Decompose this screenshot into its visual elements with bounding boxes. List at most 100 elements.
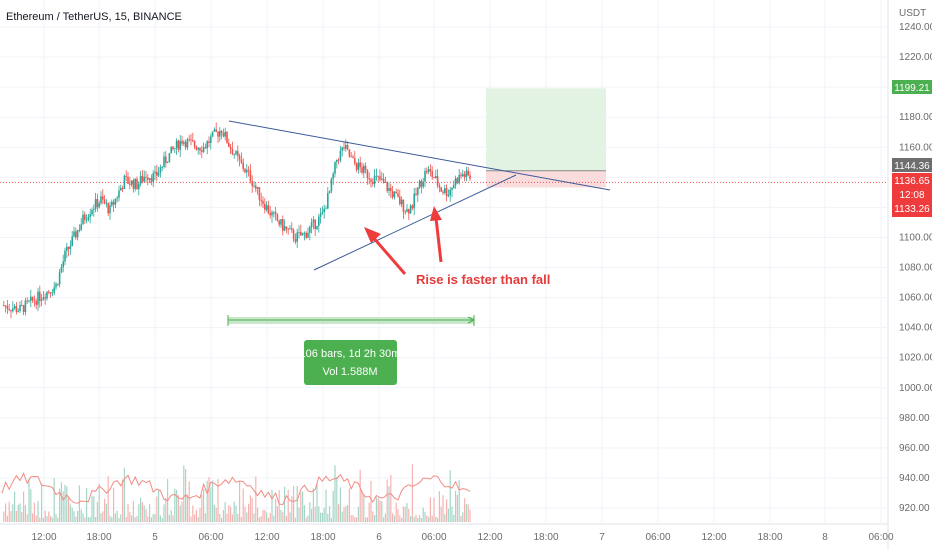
volume-bar <box>348 488 350 522</box>
candle-body <box>19 304 21 311</box>
volume-bar <box>42 517 44 522</box>
volume-bar <box>438 491 440 522</box>
volume-bar <box>226 513 228 522</box>
volume-bar <box>237 513 239 522</box>
candlestick-series <box>3 122 471 319</box>
candle-body <box>244 169 246 173</box>
candle-body <box>120 187 122 191</box>
volume-bar <box>105 503 107 522</box>
time-tick-label: 06:00 <box>421 532 446 543</box>
volume-bar <box>66 486 68 522</box>
volume-bar <box>46 516 48 522</box>
volume-bar <box>302 491 304 522</box>
volume-bar <box>242 488 244 522</box>
volume-bar <box>273 515 275 522</box>
candle-body <box>370 179 372 182</box>
candle-body <box>105 203 108 205</box>
volume-bar <box>109 515 111 522</box>
candle-body <box>296 232 298 242</box>
volume-bar <box>431 515 433 522</box>
volume-bar <box>350 515 352 522</box>
candle-body <box>361 167 363 173</box>
volume-bar <box>289 512 291 522</box>
volume-bar <box>347 505 349 522</box>
candle-body <box>285 226 288 229</box>
candle-body <box>325 208 327 210</box>
volume-bar <box>95 516 97 522</box>
candle-body <box>465 170 468 177</box>
candle-body <box>278 220 280 225</box>
candle-body <box>219 131 221 137</box>
candle-body <box>390 187 392 191</box>
volume-bar <box>177 495 179 522</box>
arrow-1-shaft <box>370 235 407 275</box>
candle-body <box>307 232 309 238</box>
volume-bar <box>363 494 365 522</box>
candle-body <box>462 174 464 177</box>
price-axis: 1240.001220.001200.001180.001160.001140.… <box>899 22 932 514</box>
candle-body <box>62 261 64 268</box>
volume-bar <box>217 479 219 522</box>
volume-bar <box>255 476 257 522</box>
volume-bar <box>239 481 241 522</box>
time-tick-label: 8 <box>822 532 828 543</box>
candle-body <box>71 236 73 246</box>
volume-bar <box>320 512 322 522</box>
candle-body <box>107 203 109 214</box>
candle-body <box>265 205 268 210</box>
volume-bar <box>420 517 422 522</box>
volume-bar <box>311 509 313 522</box>
volume-bar <box>71 507 73 522</box>
volume-bar <box>366 517 368 522</box>
candle-body <box>22 305 25 313</box>
volume-bar <box>183 465 185 522</box>
volume-bar <box>251 498 253 522</box>
volume-bar <box>339 487 341 522</box>
candle-body <box>220 131 223 134</box>
candle-body <box>226 131 228 143</box>
volume-bar <box>248 503 250 522</box>
volume-bar <box>384 513 386 522</box>
candle-body <box>399 196 401 205</box>
volume-bar <box>305 517 307 522</box>
volume-bar <box>141 502 143 522</box>
volume-bar <box>415 514 417 522</box>
volume-bar <box>152 514 154 522</box>
candle-body <box>411 205 414 209</box>
volume-bar <box>15 510 17 522</box>
candle-body <box>321 211 324 214</box>
candle-body <box>409 205 412 214</box>
candle-body <box>206 141 208 149</box>
candle-body <box>66 246 68 251</box>
candle-body <box>89 214 91 217</box>
volume-bar <box>433 497 435 522</box>
candle-body <box>319 213 322 217</box>
volume-bar <box>24 504 26 522</box>
volume-bar <box>6 515 8 522</box>
candle-body <box>426 171 428 173</box>
drawing-tools[interactable] <box>227 120 611 326</box>
candle-body <box>404 211 406 213</box>
volume-bar <box>28 478 30 522</box>
time-tick-label: 06:00 <box>198 532 223 543</box>
candle-body <box>139 175 142 184</box>
volume-bar <box>345 506 347 522</box>
candle-body <box>116 197 118 199</box>
candle-body <box>210 136 212 143</box>
volume-bar <box>224 501 226 522</box>
volume-bar <box>73 511 75 522</box>
volume-bar <box>267 517 269 522</box>
candle-body <box>17 310 19 312</box>
volume-bar <box>125 516 127 522</box>
volume-bar <box>442 495 444 522</box>
volume-bar <box>80 509 82 522</box>
volume-bar <box>264 510 266 522</box>
candle-body <box>343 147 345 149</box>
candle-body <box>145 176 147 178</box>
candle-body <box>24 300 27 313</box>
candle-body <box>129 183 131 185</box>
volume-bar <box>401 517 403 522</box>
volume-bar <box>424 511 426 522</box>
volume-bar <box>325 489 327 522</box>
